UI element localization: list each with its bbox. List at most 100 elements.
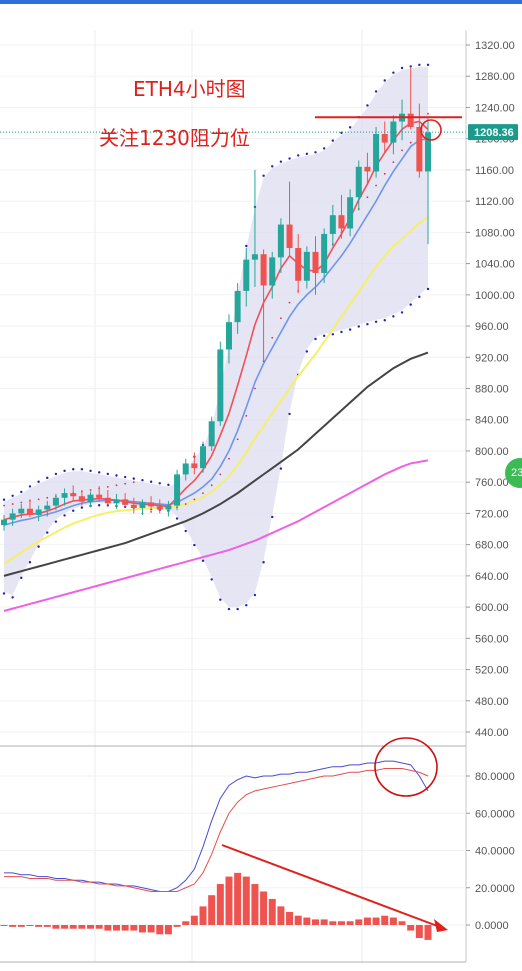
- osc-histogram-bar: [337, 921, 345, 925]
- side-indicator-badge[interactable]: 23: [505, 458, 522, 488]
- bollinger-lower-dot: [184, 529, 187, 533]
- bollinger-lower-dot: [348, 328, 352, 331]
- bollinger-upper-dot: [89, 469, 92, 473]
- sar-dot: [375, 184, 377, 187]
- bollinger-lower-dot: [2, 592, 6, 595]
- osc-histogram-bar: [234, 872, 242, 925]
- sar-dot: [245, 414, 248, 417]
- ma-red-line: [3, 120, 429, 521]
- bollinger-upper-dot: [72, 468, 75, 471]
- osc-tick-label: 60.0000: [475, 808, 515, 820]
- sar-dot: [150, 510, 153, 513]
- price-tick-label: 920.00: [475, 352, 509, 364]
- candle-body: [96, 494, 103, 498]
- bollinger-lower-dot: [201, 559, 205, 562]
- candle-body: [35, 509, 42, 515]
- sar-dot: [46, 496, 49, 499]
- osc-histogram-bar: [355, 919, 363, 925]
- bollinger-lower-dot: [210, 578, 213, 581]
- candle-body: [269, 257, 276, 286]
- osc-histogram-bar: [208, 895, 216, 925]
- bollinger-lower-dot: [305, 350, 309, 353]
- price-tick-label: 960.00: [475, 321, 509, 333]
- bollinger-lower-dot: [20, 576, 23, 580]
- osc-histogram-bar: [35, 925, 43, 927]
- bollinger-lower-dot: [63, 514, 66, 517]
- candle-body: [87, 494, 94, 502]
- highlight-circle-osc: [374, 737, 438, 797]
- bollinger-lower-dot: [219, 598, 222, 601]
- osc-histogram-bar: [398, 921, 406, 925]
- bollinger-upper-dot: [167, 483, 170, 487]
- bollinger-upper-dot: [322, 147, 326, 150]
- bollinger-lower-dot: [193, 543, 196, 547]
- osc-histogram-bar: [424, 925, 432, 940]
- candle-body: [104, 497, 111, 504]
- candle-body: [78, 496, 85, 502]
- osc-tick-label: 80.0000: [475, 771, 515, 783]
- candle-body: [191, 463, 198, 469]
- osc-histogram-bar: [190, 915, 198, 925]
- bollinger-lower-dot: [245, 603, 248, 607]
- candle-body: [329, 215, 336, 234]
- osc-tick-label: 40.0000: [475, 846, 515, 858]
- bollinger-lower-dot: [374, 320, 378, 323]
- price-tick-label: 520.00: [475, 665, 509, 677]
- sar-dot: [401, 149, 403, 152]
- osc-histogram-bar: [121, 925, 129, 931]
- bollinger-lower-dot: [227, 607, 231, 611]
- bollinger-upper-dot: [392, 71, 395, 74]
- candle-body: [407, 113, 414, 127]
- bollinger-upper-dot: [46, 476, 49, 480]
- osc-histogram-bar: [415, 925, 423, 939]
- candle-body: [148, 502, 155, 507]
- candle-body: [200, 446, 207, 469]
- bollinger-lower-dot: [357, 325, 360, 328]
- osc-histogram-bar: [199, 906, 207, 925]
- osc-histogram-bar: [407, 925, 415, 931]
- sar-dot: [37, 498, 40, 501]
- price-tick-label: 720.00: [475, 508, 509, 520]
- price-tick-label: 1280.00: [475, 71, 515, 83]
- bollinger-lower-dot: [97, 504, 101, 507]
- bollinger-upper-dot: [132, 477, 135, 480]
- sar-dot: [184, 503, 187, 505]
- bollinger-upper-dot: [383, 79, 386, 82]
- bollinger-lower-dot: [383, 319, 386, 322]
- candle-body: [373, 133, 380, 172]
- candle-body: [139, 502, 146, 508]
- bollinger-lower-dot: [11, 596, 14, 599]
- candle-body: [156, 506, 163, 510]
- bollinger-upper-dot: [158, 482, 161, 485]
- osc-histogram-bar: [182, 921, 190, 925]
- osc-histogram-bar: [156, 925, 164, 935]
- sar-dot: [427, 112, 429, 115]
- bollinger-lower-dot: [426, 287, 430, 291]
- bollinger-lower-dot: [236, 607, 239, 611]
- osc-histogram-bar: [381, 915, 389, 925]
- candle-body: [122, 499, 129, 505]
- candle-body: [130, 504, 137, 508]
- candle-body: [165, 505, 172, 510]
- bollinger-upper-dot: [374, 90, 378, 93]
- bollinger-upper-dot: [37, 480, 40, 483]
- sar-dot: [202, 492, 204, 495]
- candle-body: [61, 493, 68, 498]
- bollinger-lower-dot: [54, 520, 58, 523]
- osc-histogram-bar: [389, 917, 397, 925]
- candle-body: [303, 251, 310, 281]
- osc-histogram-bar: [0, 925, 8, 926]
- candle-body: [321, 233, 328, 273]
- bollinger-upper-dot: [271, 165, 274, 168]
- price-tick-label: 1240.00: [475, 102, 515, 114]
- osc-histogram-bar: [138, 925, 146, 933]
- osc-tick-label: 0.0000: [475, 920, 509, 932]
- osc-histogram-bar: [286, 911, 294, 925]
- price-tick-label: 880.00: [475, 384, 509, 396]
- osc-tick-label: 20.0000: [475, 883, 515, 895]
- osc-histogram-bar: [329, 921, 337, 925]
- price-tick-label: 1000.00: [475, 290, 515, 302]
- osc-histogram-bar: [303, 917, 311, 925]
